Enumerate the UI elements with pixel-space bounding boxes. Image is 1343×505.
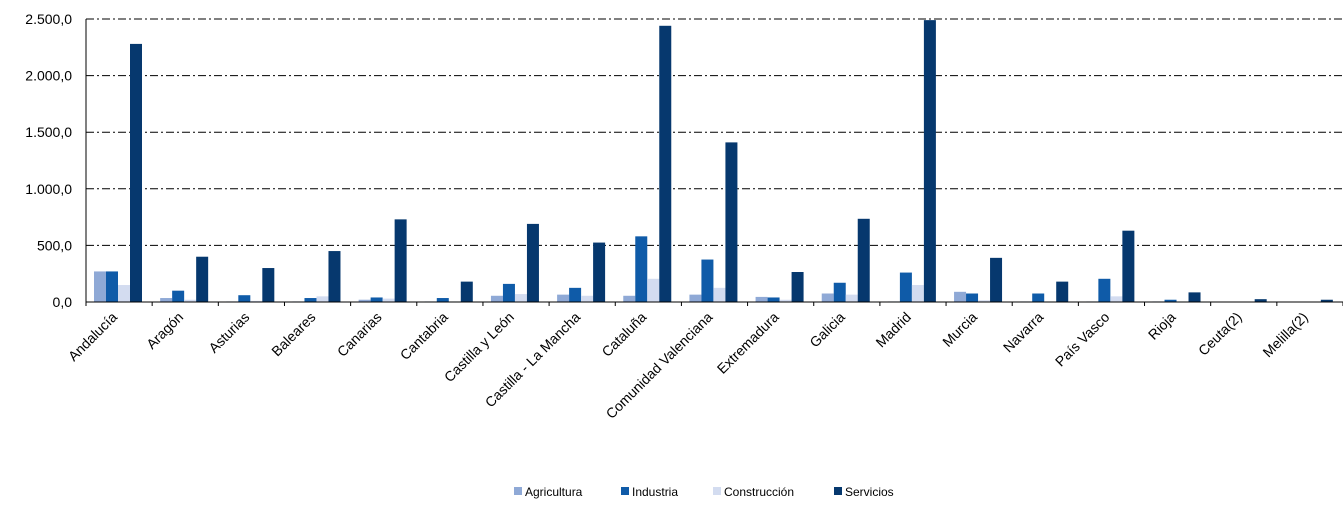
- bar-servicios: [526, 223, 539, 302]
- bar-industria: [238, 295, 251, 302]
- bar-servicios: [328, 251, 341, 302]
- bar-industria: [436, 298, 449, 302]
- bar-servicios: [196, 256, 209, 302]
- y-tick-label: 1.500,0: [25, 124, 72, 140]
- legend-label-agricultura: Agricultura: [525, 485, 583, 499]
- bar-servicios: [130, 43, 142, 303]
- bar-industria: [1098, 278, 1111, 302]
- bar-agricultura: [954, 291, 967, 302]
- bar-servicios: [1254, 299, 1267, 302]
- y-axis-ticks: 0,0 500,0 1.000,0 1.500,0 2.000,0 2.500,0: [25, 11, 72, 310]
- x-category-label: Madrid: [872, 309, 914, 351]
- y-tick-label: 500,0: [37, 237, 72, 253]
- bar-servicios: [1320, 299, 1333, 302]
- bar-servicios: [791, 272, 804, 302]
- bar-industria: [966, 293, 979, 302]
- bar-industria: [701, 259, 714, 302]
- x-axis: [85, 19, 1343, 306]
- bar-servicios: [990, 257, 1003, 302]
- bar-servicios: [857, 218, 870, 302]
- legend-swatch-servicios: [834, 487, 842, 495]
- bar-construcción: [779, 299, 792, 302]
- bar-agricultura: [94, 271, 106, 302]
- x-category-label: Melilla(2): [1259, 309, 1310, 360]
- bar-agricultura: [689, 294, 702, 302]
- legend: Agricultura Industria Construcción Servicio…: [514, 485, 894, 499]
- bar-industria: [304, 298, 317, 302]
- bar-servicios: [394, 219, 407, 302]
- x-category-label: Castilla y León: [441, 309, 517, 385]
- bar-construcción: [581, 295, 594, 302]
- bar-industria: [1032, 293, 1045, 302]
- bar-agricultura: [755, 296, 768, 302]
- bar-industria: [899, 272, 912, 302]
- bar-industria: [106, 271, 118, 302]
- x-category-label: Extremadura: [714, 309, 782, 377]
- legend-label-industria: Industria: [632, 485, 678, 499]
- bar-servicios: [1188, 292, 1201, 302]
- bar-servicios: [262, 268, 275, 302]
- legend-swatch-construcción: [713, 487, 721, 495]
- x-category-label: Cantabria: [397, 309, 451, 363]
- bar-industria: [635, 236, 648, 302]
- legend-swatch-agricultura: [514, 487, 522, 495]
- bar-agricultura: [160, 298, 173, 302]
- bar-industria: [370, 297, 383, 302]
- x-category-label: Navarra: [1000, 309, 1047, 356]
- bar-servicios: [1122, 230, 1135, 302]
- x-category-label: Galicia: [806, 309, 848, 351]
- bar-industria: [502, 283, 515, 302]
- bar-agricultura: [358, 299, 371, 302]
- bar-construcción: [978, 300, 991, 302]
- bar-servicios: [1056, 281, 1069, 302]
- x-category-label: Canarias: [334, 309, 385, 360]
- x-category-label: Andalucía: [65, 309, 120, 364]
- x-category-label: Rioja: [1145, 309, 1179, 343]
- legend-swatch-industria: [621, 487, 629, 495]
- bar-construcción: [647, 278, 660, 302]
- x-category-label: Aragón: [143, 309, 186, 352]
- bar-servicios: [460, 281, 473, 302]
- bar-construcción: [184, 299, 197, 302]
- x-axis-labels: Andalucía Aragón Asturias Baleares Canarias C…: [65, 309, 1311, 422]
- bar-construcción: [382, 298, 395, 302]
- bar-servicios: [923, 20, 936, 303]
- bar-construcción: [316, 296, 329, 302]
- bar-industria: [1164, 299, 1177, 302]
- bar-construcción: [713, 287, 726, 302]
- legend-label-construcción: Construcción: [724, 485, 794, 499]
- bars: [94, 20, 1333, 303]
- bar-construcción: [1110, 296, 1123, 302]
- bar-agricultura: [557, 294, 570, 302]
- x-category-label: Comunidad Valenciana: [603, 309, 716, 422]
- bar-construcción: [514, 294, 527, 302]
- bar-servicios: [659, 25, 672, 303]
- y-tick-label: 2.000,0: [25, 68, 72, 84]
- x-category-label: Murcia: [939, 309, 980, 350]
- bar-agricultura: [821, 293, 834, 302]
- bar-industria: [172, 290, 185, 302]
- x-category-label: Baleares: [268, 309, 318, 359]
- bar-servicios: [593, 242, 606, 302]
- y-tick-label: 1.000,0: [25, 181, 72, 197]
- y-tick-label: 2.500,0: [25, 11, 72, 27]
- x-category-label: Ceuta(2): [1195, 309, 1245, 359]
- bar-agricultura: [623, 295, 636, 302]
- gridlines: [86, 18, 1343, 246]
- legend-label-servicios: Servicios: [845, 485, 894, 499]
- x-category-label: País Vasco: [1052, 309, 1113, 370]
- bar-construcción: [845, 294, 858, 302]
- bar-construcción: [118, 285, 130, 302]
- bar-industria: [833, 282, 846, 302]
- bar-industria: [569, 287, 582, 302]
- x-category-label: Cataluña: [598, 309, 649, 360]
- x-category-label: Asturias: [205, 309, 252, 356]
- bar-agricultura: [490, 295, 503, 302]
- bar-industria: [767, 297, 780, 302]
- bar-construcción: [911, 285, 924, 302]
- bar-construcción: [250, 300, 263, 302]
- y-tick-label: 0,0: [53, 294, 73, 310]
- bar-servicios: [725, 142, 738, 302]
